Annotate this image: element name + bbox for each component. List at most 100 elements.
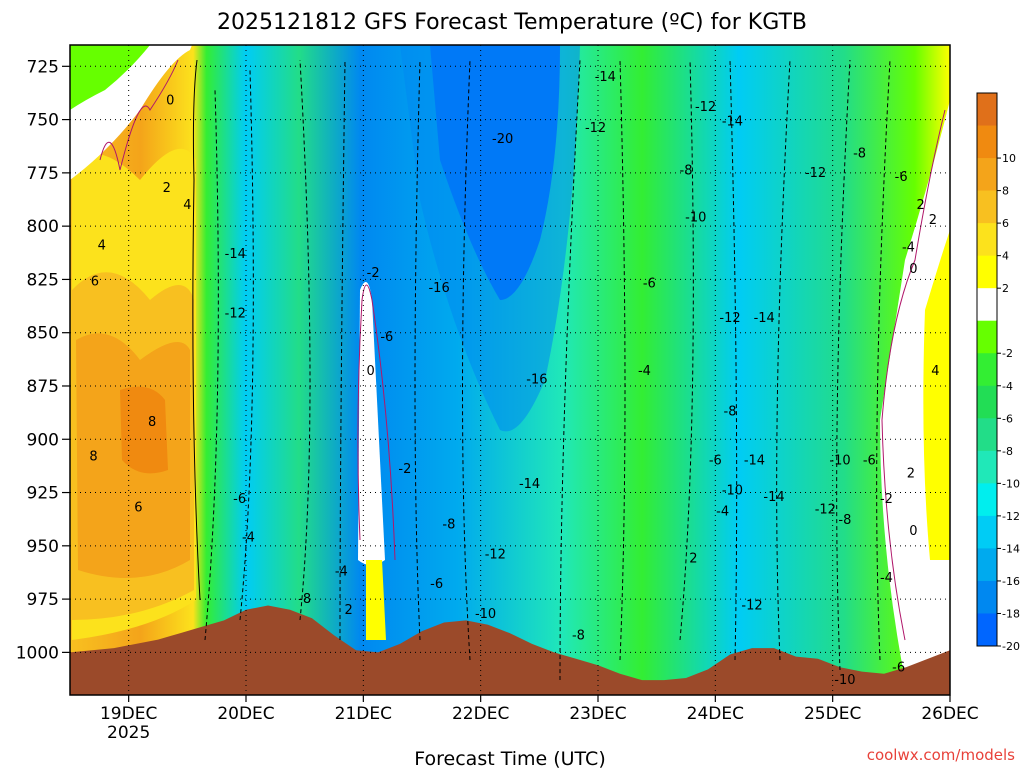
contour-label: -10 bbox=[722, 483, 743, 498]
colorbar-tick-label: 6 bbox=[1002, 217, 1009, 230]
colorbar-swatch bbox=[977, 320, 997, 354]
y-tick-label: 750 bbox=[27, 111, 59, 131]
contour-label: -2 bbox=[398, 462, 411, 477]
contour-dashed-e bbox=[414, 59, 421, 641]
x-tick-label: 21DEC bbox=[335, 704, 392, 724]
contour-label: -16 bbox=[526, 373, 547, 388]
contour-label: -4 bbox=[902, 240, 915, 255]
contour-label: -14 bbox=[225, 247, 246, 262]
contour-label: -12 bbox=[815, 503, 836, 518]
contour-dashed-d bbox=[339, 59, 346, 641]
contour-label: -6 bbox=[895, 170, 908, 185]
contour-label: -8 bbox=[838, 513, 851, 528]
y-tick-label: 975 bbox=[27, 590, 59, 610]
x-axis-label: Forecast Time (UTC) bbox=[414, 748, 605, 768]
temperature-field-layer bbox=[70, 45, 950, 695]
contour-label: -4 bbox=[716, 505, 729, 520]
y-tick-label: 900 bbox=[27, 430, 59, 450]
contour-label: -12 bbox=[225, 307, 246, 322]
y-axis: 725 750 775 800 825 850 875 900 925 950 975 1000 bbox=[16, 57, 70, 663]
contour-label: -10 bbox=[475, 607, 496, 622]
credit-link[interactable]: coolwx.com/models bbox=[867, 746, 1015, 764]
colorbar-swatch bbox=[977, 223, 997, 257]
colorbar-tick-label: -16 bbox=[1002, 575, 1020, 588]
y-tick-label: 800 bbox=[27, 217, 59, 237]
contour-label: -4 bbox=[335, 564, 348, 579]
contour-label: 2 bbox=[907, 466, 915, 481]
colorbar-tick-label: -20 bbox=[1002, 640, 1020, 653]
contour-label: -6 bbox=[709, 454, 722, 469]
colorbar-tick-label: -10 bbox=[1002, 477, 1020, 490]
contour-label: -10 bbox=[685, 211, 706, 226]
contour-label: -8 bbox=[298, 592, 311, 607]
contour-label: -6 bbox=[430, 577, 443, 592]
contour-label: -6 bbox=[863, 454, 876, 469]
colorbar-swatch bbox=[977, 190, 997, 224]
colorbar-swatch bbox=[977, 515, 997, 549]
colorbar-swatch bbox=[977, 483, 997, 517]
contour-label: -4 bbox=[638, 364, 651, 379]
contour-label: 0 bbox=[166, 93, 174, 108]
contour-label: -16 bbox=[428, 281, 449, 296]
x-tick-label: 23DEC bbox=[569, 704, 626, 724]
colorbar-swatch bbox=[977, 385, 997, 419]
colorbar-tick-label: -18 bbox=[1002, 607, 1020, 620]
contour-label: -8 bbox=[724, 405, 737, 420]
y-tick-label: 925 bbox=[27, 484, 59, 504]
contour-label: -4 bbox=[880, 571, 893, 586]
region-cold-ring bbox=[400, 45, 580, 432]
y-tick-label: 825 bbox=[27, 270, 59, 290]
colorbar-tick-label: 4 bbox=[1002, 250, 1009, 263]
region-zero-sliver-21dec bbox=[358, 282, 385, 565]
plot-frame bbox=[69, 44, 951, 696]
colorbar-swatch bbox=[977, 158, 997, 192]
y-tick-label: 875 bbox=[27, 377, 59, 397]
colorbar-swatch bbox=[977, 125, 997, 159]
contour-label: 2 bbox=[689, 552, 697, 567]
y-tick-label: 725 bbox=[27, 57, 59, 77]
contour-label: -6 bbox=[643, 277, 656, 292]
colorbar-swatch bbox=[977, 353, 997, 387]
contour-label: -14 bbox=[722, 115, 743, 130]
contour-label: -2 bbox=[880, 492, 893, 507]
contour-label: 8 bbox=[148, 415, 156, 430]
region-cool-topleft bbox=[70, 45, 150, 110]
contour-label: -4 bbox=[242, 530, 255, 545]
contour-label: -12 bbox=[485, 547, 506, 562]
colorbar-swatch bbox=[977, 418, 997, 452]
y-tick-label: 950 bbox=[27, 537, 59, 557]
contour-label: 2 bbox=[163, 181, 171, 196]
terrain-surface bbox=[70, 605, 950, 695]
contour-zero-right bbox=[881, 109, 946, 641]
contour-label: 0 bbox=[909, 262, 917, 277]
contour-label: 2 bbox=[917, 198, 925, 213]
contour-label: 4 bbox=[931, 364, 939, 379]
contour-label: -12 bbox=[585, 121, 606, 136]
x-tick-label: 22DEC bbox=[452, 704, 509, 724]
colorbar-tick-label: -2 bbox=[1002, 347, 1013, 360]
colorbar-swatch bbox=[977, 450, 997, 484]
contour-dashed-g bbox=[559, 59, 581, 681]
contour-label: 0 bbox=[909, 524, 917, 539]
y-tick-label: 850 bbox=[27, 324, 59, 344]
contour-label: 2 bbox=[345, 603, 353, 618]
x-tick-label: 24DEC bbox=[687, 704, 744, 724]
contour-dashed-c bbox=[299, 59, 311, 621]
x-tick-label: 26DEC bbox=[921, 704, 978, 724]
colorbar-frame bbox=[976, 92, 998, 647]
contour-label: -14 bbox=[519, 477, 540, 492]
colorbar-tick-label: -4 bbox=[1002, 380, 1013, 393]
x-tick-label: 25DEC bbox=[804, 704, 861, 724]
contour-label: 4 bbox=[98, 238, 106, 253]
y-tick-label: 775 bbox=[27, 164, 59, 184]
y-tick-label: 1000 bbox=[16, 643, 59, 663]
contour-label: -8 bbox=[442, 518, 455, 533]
region-warm-sliver-21dec bbox=[366, 560, 386, 640]
contour-label: -6 bbox=[380, 330, 393, 345]
contour-solid-2 bbox=[192, 59, 201, 601]
colorbar-swatch bbox=[977, 93, 997, 127]
contour-dashed-b bbox=[239, 69, 254, 621]
contour-label: 8 bbox=[89, 449, 97, 464]
contour-label: -8 bbox=[572, 628, 585, 643]
